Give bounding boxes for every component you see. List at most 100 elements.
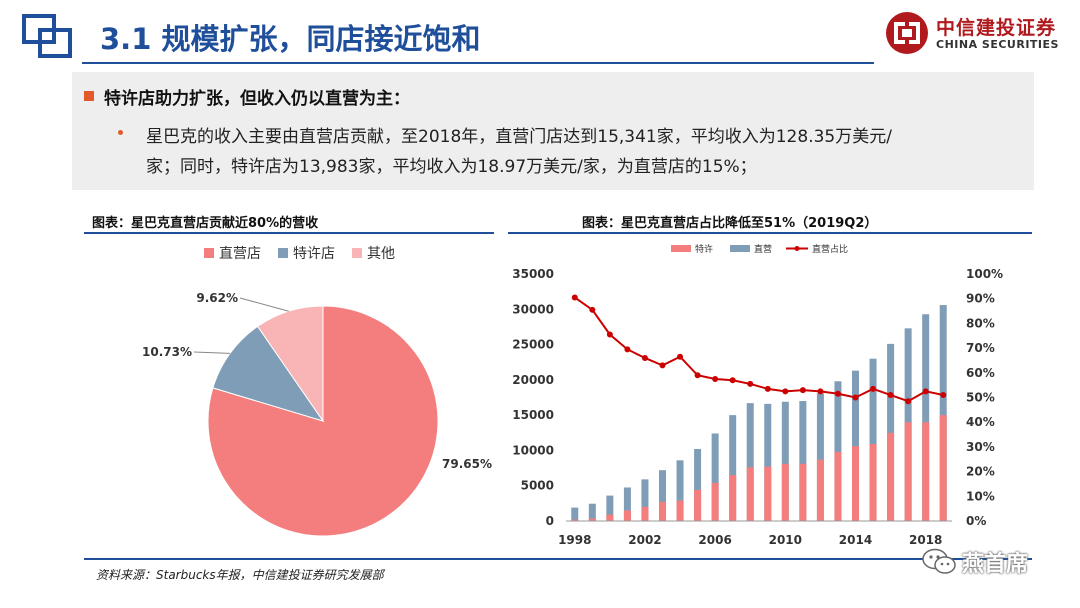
right-axis-tick-label: 60% [966, 366, 995, 380]
ratio-point [677, 353, 684, 360]
ratio-point [817, 388, 824, 395]
ratio-point [712, 375, 719, 382]
ratio-point [870, 385, 877, 392]
ratio-point [887, 392, 894, 399]
bar-franchise [781, 463, 789, 521]
bar-franchise [799, 463, 807, 521]
pie-legend-label: 直营店 [219, 245, 261, 262]
right-axis-tick-label: 20% [966, 465, 995, 479]
left-axis-tick-label: 10000 [512, 443, 554, 457]
bar-franchise [729, 475, 737, 521]
bar-direct [887, 343, 895, 521]
ratio-point [834, 390, 841, 397]
bar-direct [729, 415, 737, 521]
combo-legend-label: 特许 [695, 243, 713, 255]
bar-franchise [904, 422, 912, 521]
ratio-point [940, 392, 947, 399]
bar-direct [939, 305, 947, 521]
ratio-point [905, 398, 912, 405]
bar-franchise [694, 489, 702, 521]
citic-seal-icon [886, 12, 928, 54]
bar-franchise [606, 514, 614, 521]
ratio-point [747, 380, 754, 387]
bar-franchise [939, 415, 947, 521]
pie-legend-label: 特许店 [293, 246, 335, 262]
bar-direct [799, 401, 807, 521]
right-axis-tick-label: 40% [966, 415, 995, 429]
x-axis-tick-label: 2006 [698, 533, 731, 547]
left-axis-tick-label: 15000 [512, 408, 554, 422]
right-axis-tick-label: 30% [966, 440, 995, 454]
ratio-point [606, 331, 613, 338]
store-count-combo-chart: 特许 直营 直营占比 0 5000 10000 15000 20000 25000 30000 35… [512, 243, 1003, 547]
company-logo: 中信建投证券 CHINA SECURITIES [884, 10, 1074, 56]
pie-legend-swatch [204, 248, 214, 258]
pie-slice [212, 325, 325, 422]
page-title: 3.1 规模扩张，同店接近饱和 [100, 22, 481, 56]
watermark: 燕首席 [922, 544, 1052, 577]
right-axis-tick-label: 50% [966, 391, 995, 405]
bar-direct [588, 503, 596, 521]
right-axis-tick-label: 0% [966, 514, 986, 528]
ratio-point [729, 377, 736, 384]
bar-franchise [623, 510, 631, 521]
pie-data-label: 9.62% [196, 291, 238, 305]
footer-divider [84, 558, 1032, 560]
x-axis-tick-label: 2010 [769, 533, 802, 547]
combo-legend-label: 直营占比 [812, 243, 848, 255]
combo-legend-marker [794, 246, 800, 251]
revenue-pie-chart: 直营店 特许店 其他 79.65% 10.73% 9.62% [142, 245, 492, 537]
left-axis-tick-label: 0 [546, 514, 554, 528]
bar-franchise [887, 432, 895, 521]
bar-franchise [588, 518, 596, 521]
bar-franchise [659, 501, 666, 521]
left-axis-tick-label: 25000 [512, 338, 554, 352]
combo-title-divider [508, 232, 1032, 234]
bar-direct [852, 370, 859, 521]
ratio-point [624, 346, 631, 353]
x-axis-tick-label: 2014 [839, 533, 872, 547]
bar-direct [816, 393, 824, 521]
combo-legend-swatch [730, 245, 750, 252]
pie-data-label: 10.73% [142, 345, 192, 359]
pie-data-label: 79.65% [442, 457, 492, 471]
section-squares-icon [22, 14, 72, 58]
summary-text-line-1: 星巴克的收入主要由直营店贡献，至2018年，直营门店达到15,341家，平均收入… [146, 127, 892, 147]
left-axis-tick-label: 20000 [512, 373, 554, 387]
combo-legend-label: 直营 [754, 243, 772, 255]
pie-title-divider [84, 232, 494, 234]
bar-direct [623, 487, 631, 521]
x-axis-tick-label: 2018 [909, 533, 942, 547]
bar-franchise [834, 451, 842, 521]
bar-direct [764, 403, 772, 521]
bar-direct [781, 401, 789, 521]
bar-franchise [711, 482, 719, 521]
bar-direct [676, 460, 684, 521]
pie-legend-swatch [352, 248, 362, 258]
pie-legend-label: 其他 [367, 246, 395, 262]
pie-slice [207, 305, 439, 537]
right-axis-tick-label: 100% [966, 267, 1003, 281]
watermark-text: 燕首席 [962, 552, 1029, 577]
left-axis-tick-label: 35000 [512, 267, 554, 281]
pie-leader-line [193, 351, 231, 354]
bar-franchise [869, 444, 877, 521]
ratio-point [799, 387, 806, 394]
ratio-point [659, 362, 666, 369]
bar-direct [746, 403, 754, 521]
source-note: 资料来源：Starbucks年报，中信建投证券研究发展部 [96, 568, 384, 582]
bar-direct [641, 479, 649, 521]
wechat-icon [922, 548, 956, 574]
ratio-point [852, 394, 859, 401]
bar-franchise [571, 519, 579, 521]
x-axis-tick-label: 1998 [558, 533, 591, 547]
ratio-point [922, 388, 929, 395]
right-axis-tick-label: 90% [966, 292, 995, 306]
ratio-point [641, 354, 648, 361]
bar-direct [659, 470, 666, 521]
bar-franchise [746, 467, 754, 521]
summary-text-line-2: 家；同时，特许店为13,983家，平均收入为18.97万美元/家，为直营店的15… [146, 157, 757, 177]
bar-franchise [764, 466, 772, 521]
slide-header: 3.1 规模扩张，同店接近饱和 中信建投证券 CHINA SECURITIES [0, 0, 1080, 70]
bar-direct [922, 314, 930, 521]
